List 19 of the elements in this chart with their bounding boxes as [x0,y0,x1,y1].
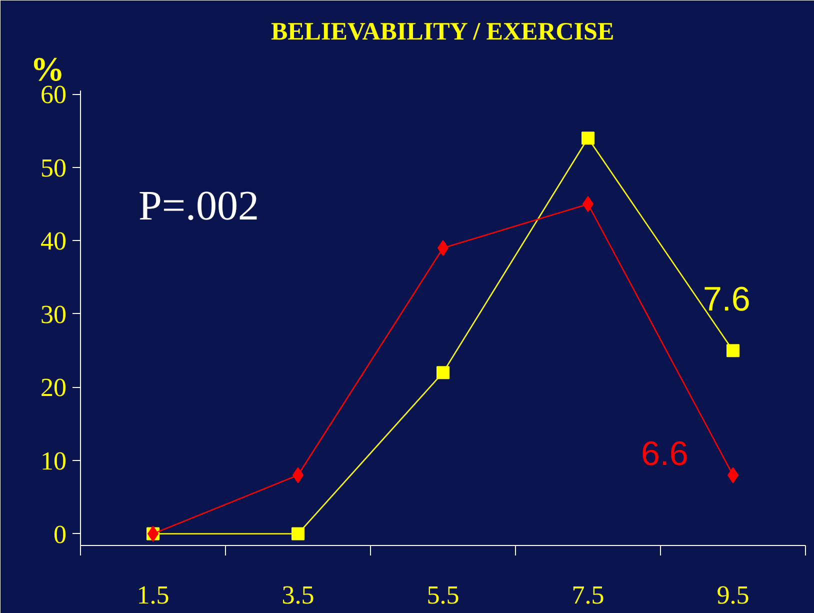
y-tick-label: 20 [40,373,66,402]
series-label: 6.6 [641,435,688,474]
point [436,366,450,380]
point [726,344,740,358]
annotation: P=.002 [138,184,260,230]
y-tick-label: 50 [40,153,66,182]
y-tick-label: 30 [40,300,66,329]
x-tick-label: 5.5 [426,580,460,610]
point [582,132,594,145]
y-tick-label: 40 [40,226,66,256]
x-tick-label: 9.5 [716,580,750,610]
chart-title: BELIEVABILITY / EXERCISE [270,18,614,46]
x-tick-label: 1.5 [136,580,170,610]
point [292,527,304,540]
y-tick-label: 0 [54,520,66,549]
x-tick-label: 7.5 [572,580,604,610]
y-tick-label: 10 [40,446,66,476]
x-tick-label: 3.5 [282,580,314,610]
series-label: 7.6 [703,280,750,319]
